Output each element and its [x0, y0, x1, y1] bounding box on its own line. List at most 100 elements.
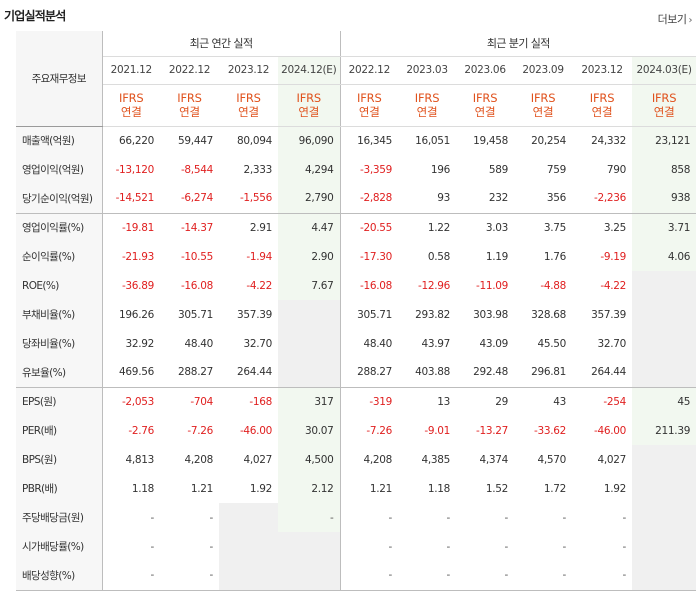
table-row: 시가배당률(%) - - - - - - -: [16, 532, 697, 561]
table-cell: [219, 561, 278, 591]
row-label: 유보율(%): [16, 358, 103, 387]
table-cell: 48.40: [339, 329, 399, 358]
table-cell: -9.01: [424, 424, 451, 437]
column-header-period: 2023.09: [514, 56, 573, 85]
table-cell: 1.19: [485, 250, 509, 263]
ifrs-consolidated-label: IFRS 연결: [339, 84, 399, 127]
row-label: 당기순이익(억원): [16, 184, 103, 213]
more-link[interactable]: 더보기 ›: [658, 11, 693, 27]
table-cell: [278, 300, 341, 329]
table-cell: 858: [632, 155, 697, 184]
column-header-period: 2023.12: [572, 56, 633, 85]
table-cell: -: [339, 532, 399, 561]
chevron-right-icon: ›: [688, 15, 693, 26]
ifrs-label: IFRS: [414, 91, 440, 105]
table-cell: -1.94: [246, 250, 272, 263]
table-cell: -46.00: [239, 424, 272, 437]
table-cell: -16.08: [339, 271, 399, 300]
table-row: 매출액(억원) 66,220 59,447 80,094 96,090 16,345 16,…: [16, 125, 697, 155]
consolidated-label: 연결: [474, 105, 496, 119]
table-cell: -: [339, 503, 399, 532]
table-cell: 45.50: [537, 337, 567, 350]
group-header-quarterly: 최근 분기 실적: [339, 31, 697, 57]
table-cell: -12.96: [417, 279, 451, 292]
row-label: ROE(%): [16, 271, 103, 300]
ifrs-label: IFRS: [177, 91, 202, 105]
ifrs-consolidated-label: IFRS 연결: [102, 84, 160, 127]
table-cell: -: [102, 561, 160, 591]
ifrs-consolidated-label: IFRS 연결: [572, 84, 633, 127]
table-cell: [632, 445, 697, 474]
table-cell: 16,345: [339, 125, 399, 155]
table-cell: 292.48: [473, 366, 509, 379]
table-cell: 32.92: [125, 337, 154, 350]
table-cell: 1.22: [398, 212, 457, 242]
consolidated-label: 연결: [238, 105, 259, 119]
ifrs-label: IFRS: [296, 91, 322, 105]
table-cell: -: [622, 540, 627, 553]
table-cell: [278, 329, 341, 358]
table-cell: [219, 532, 278, 561]
table-cell: -254: [572, 386, 633, 416]
table-cell: -4.22: [600, 279, 627, 292]
table-cell: 790: [606, 163, 627, 176]
consolidated-label: 연결: [298, 105, 320, 119]
row-label: BPS(원): [16, 445, 103, 474]
table-cell: 96,090: [278, 125, 341, 155]
table-cell: 1.18: [427, 482, 451, 495]
table-cell: [632, 271, 697, 300]
table-cell: [632, 561, 697, 591]
table-cell: 2,790: [278, 184, 341, 213]
table-cell: -168: [219, 386, 278, 416]
consolidated-label: 연결: [179, 105, 200, 119]
table-row: 당기순이익(억원) -14,521 -6,274 -1,556 2,790 -2,828 9…: [16, 184, 697, 213]
group-header-annual: 최근 연간 실적: [102, 31, 341, 57]
table-cell: -7.26: [187, 424, 213, 437]
table-cell: -10.55: [180, 250, 213, 263]
table-cell: -: [150, 540, 155, 553]
column-header-period: 2023.12: [219, 56, 278, 85]
table-cell: 4,385: [421, 453, 451, 466]
table-cell: 4,813: [125, 453, 154, 466]
row-label: 매출액(억원): [16, 125, 103, 155]
table-cell: 4,208: [184, 453, 213, 466]
table-cell: [219, 503, 278, 532]
column-header-period: 2023.06: [456, 56, 515, 85]
ifrs-consolidated-label: IFRS 연결: [278, 84, 341, 127]
table-cell: [632, 532, 697, 561]
table-cell: -11.09: [475, 279, 509, 292]
row-label: 주당배당금(원): [16, 503, 103, 532]
table-cell: 19,458: [456, 125, 515, 155]
table-cell: [632, 474, 697, 503]
table-cell: -17.30: [339, 242, 399, 271]
table-cell: -: [622, 511, 627, 524]
table-cell: -: [504, 511, 509, 524]
table-cell: 303.98: [473, 308, 509, 321]
table-cell: 293.82: [415, 308, 451, 321]
table-cell: 16,051: [398, 125, 457, 155]
table-cell: -8,544: [180, 163, 213, 176]
table-row: PER(배) -2.76 -7.26 -46.00 30.07 -7.26 -9.01 -13…: [16, 416, 697, 445]
row-label: 영업이익률(%): [16, 212, 103, 242]
table-cell: 1.92: [603, 482, 627, 495]
ifrs-label: IFRS: [357, 91, 382, 105]
table-cell: -: [446, 540, 451, 553]
table-cell: -: [398, 561, 457, 591]
table-row: EPS(원) -2,053 -704 -168 317 -319 13 29 43 -254 45: [16, 386, 697, 416]
table-cell: 305.71: [178, 308, 213, 321]
table-cell: 66,220: [102, 125, 160, 155]
table-cell: [632, 503, 697, 532]
table-cell: -: [209, 511, 214, 524]
table-row: BPS(원) 4,813 4,208 4,027 4,500 4,208 4,385 4,37…: [16, 445, 697, 474]
table-cell: 43.97: [421, 337, 451, 350]
table-cell: 20,254: [514, 125, 573, 155]
column-header-period: 2021.12: [102, 56, 160, 85]
consolidated-label: 연결: [532, 105, 554, 119]
table-cell: -: [572, 561, 633, 591]
row-label: 부채비율(%): [16, 300, 103, 329]
table-cell: 4.47: [278, 212, 341, 242]
table-cell: -: [514, 561, 573, 591]
row-label: 당좌비율(%): [16, 329, 103, 358]
ifrs-consolidated-label: IFRS 연결: [456, 84, 515, 127]
table-cell: 4,294: [278, 155, 341, 184]
